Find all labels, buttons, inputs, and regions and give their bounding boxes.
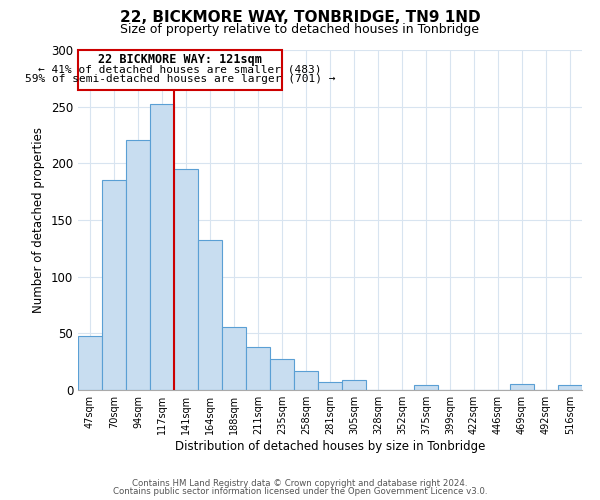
- Text: Contains public sector information licensed under the Open Government Licence v3: Contains public sector information licen…: [113, 487, 487, 496]
- Bar: [126, 140, 150, 390]
- Text: ← 41% of detached houses are smaller (483): ← 41% of detached houses are smaller (48…: [38, 64, 322, 74]
- Text: 59% of semi-detached houses are larger (701) →: 59% of semi-detached houses are larger (…: [25, 74, 335, 85]
- Text: 22, BICKMORE WAY, TONBRIDGE, TN9 1ND: 22, BICKMORE WAY, TONBRIDGE, TN9 1ND: [119, 10, 481, 25]
- X-axis label: Distribution of detached houses by size in Tonbridge: Distribution of detached houses by size …: [175, 440, 485, 453]
- Text: 22 BICKMORE WAY: 121sqm: 22 BICKMORE WAY: 121sqm: [98, 52, 262, 66]
- Bar: [222, 326, 246, 390]
- Bar: [174, 169, 198, 390]
- Bar: [78, 50, 282, 90]
- Bar: [150, 104, 174, 390]
- Bar: [558, 386, 582, 390]
- Bar: [102, 180, 126, 390]
- Text: Size of property relative to detached houses in Tonbridge: Size of property relative to detached ho…: [121, 22, 479, 36]
- Text: Contains HM Land Registry data © Crown copyright and database right 2024.: Contains HM Land Registry data © Crown c…: [132, 478, 468, 488]
- Bar: [270, 360, 294, 390]
- Bar: [318, 382, 342, 390]
- Bar: [246, 347, 270, 390]
- Bar: [414, 386, 438, 390]
- Bar: [198, 240, 222, 390]
- Y-axis label: Number of detached properties: Number of detached properties: [32, 127, 46, 313]
- Bar: [294, 370, 318, 390]
- Bar: [342, 380, 366, 390]
- Bar: [78, 336, 102, 390]
- Bar: [510, 384, 534, 390]
